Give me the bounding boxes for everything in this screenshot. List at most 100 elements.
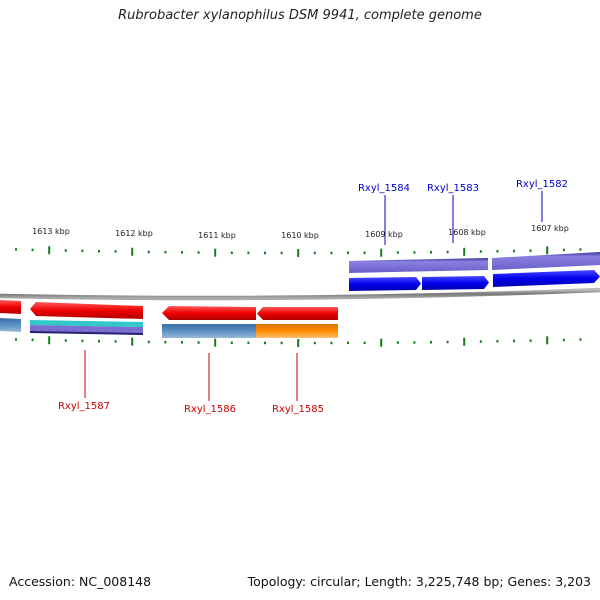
minor-tick bbox=[264, 251, 266, 255]
major-tick bbox=[297, 249, 300, 257]
gene-label-rxyl-1585[interactable]: Rxyl_1585 bbox=[272, 404, 324, 415]
minor-tick bbox=[513, 249, 515, 253]
accession-label: Accession: NC_008148 bbox=[9, 574, 152, 589]
major-tick bbox=[131, 337, 134, 346]
minor-tick bbox=[347, 251, 349, 255]
gene-label-rxyl-1586[interactable]: Rxyl_1586 bbox=[184, 404, 236, 415]
minor-tick bbox=[197, 251, 200, 254]
major-tick bbox=[546, 246, 549, 255]
outer-tick-row bbox=[15, 246, 582, 257]
tick-label-1608: 1608 kbp bbox=[448, 228, 486, 237]
tick-labels: 1613 kbp 1612 kbp 1611 kbp 1610 kbp 1609… bbox=[32, 224, 569, 240]
gene-bar-rxyl-1585[interactable] bbox=[256, 324, 338, 338]
minor-tick bbox=[164, 340, 167, 344]
gene-bar-rxyl-1587-cyan[interactable] bbox=[30, 320, 143, 327]
minor-tick bbox=[562, 338, 565, 342]
cds-arrow-rxyl-1587[interactable] bbox=[30, 302, 143, 319]
minor-tick bbox=[230, 341, 233, 344]
minor-tick bbox=[396, 341, 399, 344]
tick-label-1613: 1613 kbp bbox=[32, 227, 70, 236]
major-tick bbox=[463, 337, 466, 346]
cds-arrow-rxyl-1584[interactable] bbox=[349, 277, 421, 291]
minor-tick bbox=[114, 340, 117, 343]
major-tick bbox=[380, 338, 383, 347]
reverse-cds-arrows bbox=[0, 300, 338, 320]
minor-tick bbox=[479, 250, 482, 253]
minor-tick bbox=[396, 251, 399, 254]
minor-tick bbox=[363, 341, 366, 345]
major-tick bbox=[48, 246, 51, 255]
minor-tick bbox=[562, 248, 565, 252]
minor-tick bbox=[347, 341, 349, 345]
minor-tick bbox=[31, 248, 34, 252]
minor-tick bbox=[81, 339, 84, 343]
major-tick bbox=[214, 248, 217, 257]
cds-arrow-rxyl-1582[interactable] bbox=[493, 270, 600, 287]
tick-label-1609: 1609 kbp bbox=[365, 230, 403, 239]
major-tick bbox=[297, 339, 300, 347]
tick-label-1607: 1607 kbp bbox=[531, 224, 569, 233]
cds-arrow-rxyl-1585[interactable] bbox=[257, 307, 338, 320]
minor-tick bbox=[330, 341, 333, 345]
major-tick bbox=[463, 247, 466, 256]
minor-tick bbox=[280, 251, 283, 255]
reverse-gene-bars bbox=[0, 318, 338, 338]
minor-tick bbox=[330, 251, 333, 255]
minor-tick bbox=[81, 249, 84, 253]
inner-tick-row bbox=[15, 336, 582, 347]
gene-label-rxyl-1587[interactable]: Rxyl_1587 bbox=[58, 401, 110, 412]
gene-bar-partial-left[interactable] bbox=[0, 318, 21, 332]
tick-label-1610: 1610 kbp bbox=[281, 231, 319, 240]
minor-tick bbox=[114, 250, 117, 253]
cds-arrow-rxyl-1583[interactable] bbox=[422, 276, 489, 290]
gene-label-rxyl-1584[interactable]: Rxyl_1584 bbox=[358, 183, 410, 194]
minor-tick bbox=[313, 251, 316, 255]
major-tick bbox=[131, 247, 134, 256]
minor-tick bbox=[247, 251, 250, 255]
minor-tick bbox=[413, 341, 416, 344]
major-tick bbox=[214, 338, 217, 347]
minor-tick bbox=[529, 249, 532, 252]
major-tick bbox=[48, 336, 51, 345]
forward-gene-bars bbox=[349, 252, 600, 273]
minor-tick bbox=[64, 249, 67, 252]
minor-tick bbox=[280, 341, 283, 345]
tick-label-1611: 1611 kbp bbox=[198, 231, 236, 240]
major-tick bbox=[546, 336, 549, 345]
minor-tick bbox=[147, 340, 150, 344]
minor-tick bbox=[181, 251, 183, 254]
gene-bar-rxyl-1582[interactable] bbox=[492, 252, 600, 270]
genome-summary: Topology: circular; Length: 3,225,748 bp… bbox=[247, 574, 591, 589]
minor-tick bbox=[197, 341, 200, 344]
minor-tick bbox=[98, 250, 100, 253]
minor-tick bbox=[513, 339, 515, 343]
minor-tick bbox=[15, 338, 17, 341]
gene-bar-rxyl-1587-edge bbox=[30, 331, 143, 335]
minor-tick bbox=[264, 341, 266, 345]
gene-label-rxyl-1582[interactable]: Rxyl_1582 bbox=[516, 179, 568, 190]
minor-tick bbox=[496, 340, 499, 343]
minor-tick bbox=[529, 339, 532, 342]
minor-tick bbox=[181, 341, 183, 344]
cds-arrow-partial-left[interactable] bbox=[0, 300, 21, 314]
gene-label-rxyl-1583[interactable]: Rxyl_1583 bbox=[427, 183, 479, 194]
gene-leaders bbox=[84, 191, 543, 401]
tick-label-1612: 1612 kbp bbox=[115, 229, 153, 238]
gene-bar-rxyl-1586[interactable] bbox=[162, 324, 256, 338]
minor-tick bbox=[164, 250, 167, 254]
minor-tick bbox=[579, 248, 582, 251]
minor-tick bbox=[446, 250, 449, 254]
minor-tick bbox=[98, 340, 100, 343]
minor-tick bbox=[230, 251, 233, 254]
cds-arrow-rxyl-1586[interactable] bbox=[162, 306, 256, 320]
minor-tick bbox=[413, 251, 416, 254]
minor-tick bbox=[15, 248, 17, 251]
major-tick bbox=[380, 248, 383, 257]
minor-tick bbox=[446, 340, 449, 344]
minor-tick bbox=[363, 251, 366, 255]
gene-bar-rxyl-1584-1583[interactable] bbox=[349, 258, 488, 273]
minor-tick bbox=[31, 338, 34, 342]
genome-backbone bbox=[0, 287, 600, 301]
minor-tick bbox=[430, 251, 432, 254]
